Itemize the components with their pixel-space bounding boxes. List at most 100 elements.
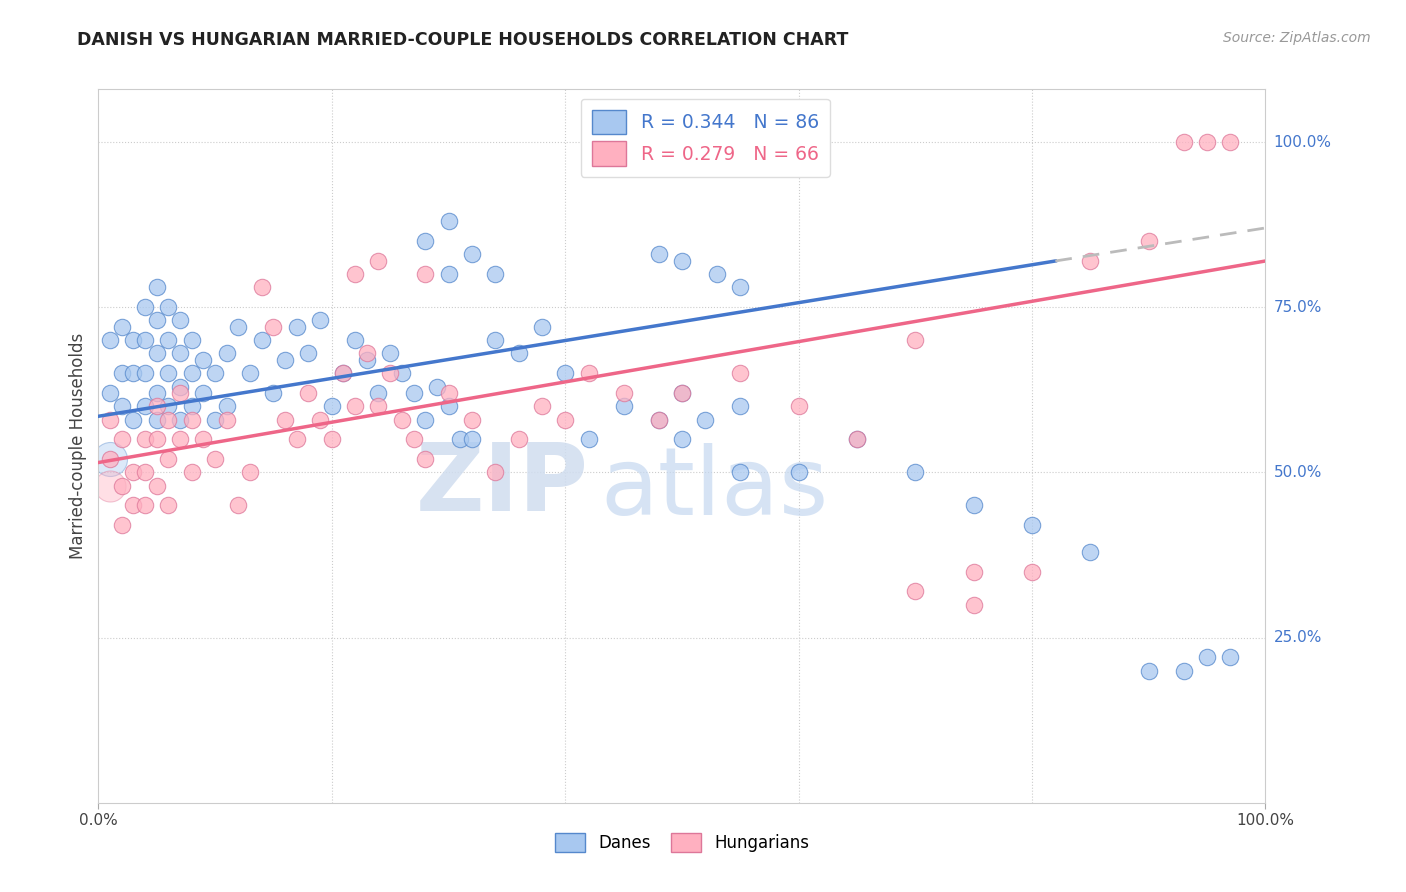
Point [356,353,378,368]
Point [169,346,191,360]
Point [1080,254,1102,268]
Point [1173,135,1195,149]
Point [846,433,869,447]
Point [122,333,145,347]
Point [309,313,332,327]
Point [344,333,367,347]
Point [285,433,308,447]
Point [332,367,354,381]
Point [157,333,180,347]
Point [157,400,180,414]
Point [1219,135,1241,149]
Point [1137,234,1160,248]
Point [508,346,530,360]
Point [1219,650,1241,665]
Point [730,466,752,480]
Point [274,353,297,368]
Point [1195,650,1218,665]
Point [122,367,145,381]
Point [111,478,134,492]
Point [530,400,553,414]
Point [134,400,156,414]
Point [239,367,262,381]
Point [146,313,169,327]
Point [437,386,460,401]
Point [402,433,425,447]
Legend: Danes, Hungarians: Danes, Hungarians [548,826,815,859]
Point [344,267,367,281]
Point [578,367,600,381]
Point [613,400,636,414]
Point [134,466,156,480]
Point [122,412,145,426]
Text: atlas: atlas [600,442,828,535]
Point [461,433,484,447]
Point [193,386,215,401]
Point [157,367,180,381]
Point [180,466,202,480]
Point [111,518,134,533]
Point [332,367,354,381]
Point [904,466,927,480]
Point [180,333,202,347]
Point [730,367,752,381]
Point [169,313,191,327]
Point [380,346,402,360]
Point [647,412,669,426]
Point [437,267,460,281]
Point [122,499,145,513]
Point [134,433,156,447]
Point [146,412,169,426]
Point [169,379,191,393]
Point [169,412,191,426]
Point [391,412,413,426]
Point [157,412,180,426]
Point [484,466,506,480]
Text: 50.0%: 50.0% [1274,465,1322,480]
Point [706,267,728,281]
Point [250,333,273,347]
Point [554,412,576,426]
Point [671,433,693,447]
Point [134,300,156,314]
Text: Source: ZipAtlas.com: Source: ZipAtlas.com [1223,31,1371,45]
Point [146,386,169,401]
Point [647,247,669,261]
Point [297,346,319,360]
Text: 25.0%: 25.0% [1274,630,1322,645]
Point [1195,135,1218,149]
Point [157,499,180,513]
Point [285,320,308,334]
Point [484,333,506,347]
Point [169,386,191,401]
Point [134,333,156,347]
Point [204,367,226,381]
Point [484,267,506,281]
Point [297,386,319,401]
Point [98,412,121,426]
Point [391,367,413,381]
Point [180,400,202,414]
Point [146,433,169,447]
Point [1021,518,1043,533]
Point [111,433,134,447]
Point [413,412,436,426]
Point [437,400,460,414]
Point [671,386,693,401]
Text: ZIP: ZIP [416,439,589,532]
Point [193,353,215,368]
Point [98,452,121,467]
Point [215,400,238,414]
Point [413,234,436,248]
Point [508,433,530,447]
Point [962,499,984,513]
Point [426,379,449,393]
Point [671,254,693,268]
Point [380,367,402,381]
Point [671,386,693,401]
Point [356,346,378,360]
Point [321,433,343,447]
Point [228,499,250,513]
Point [402,386,425,401]
Text: 75.0%: 75.0% [1274,300,1322,315]
